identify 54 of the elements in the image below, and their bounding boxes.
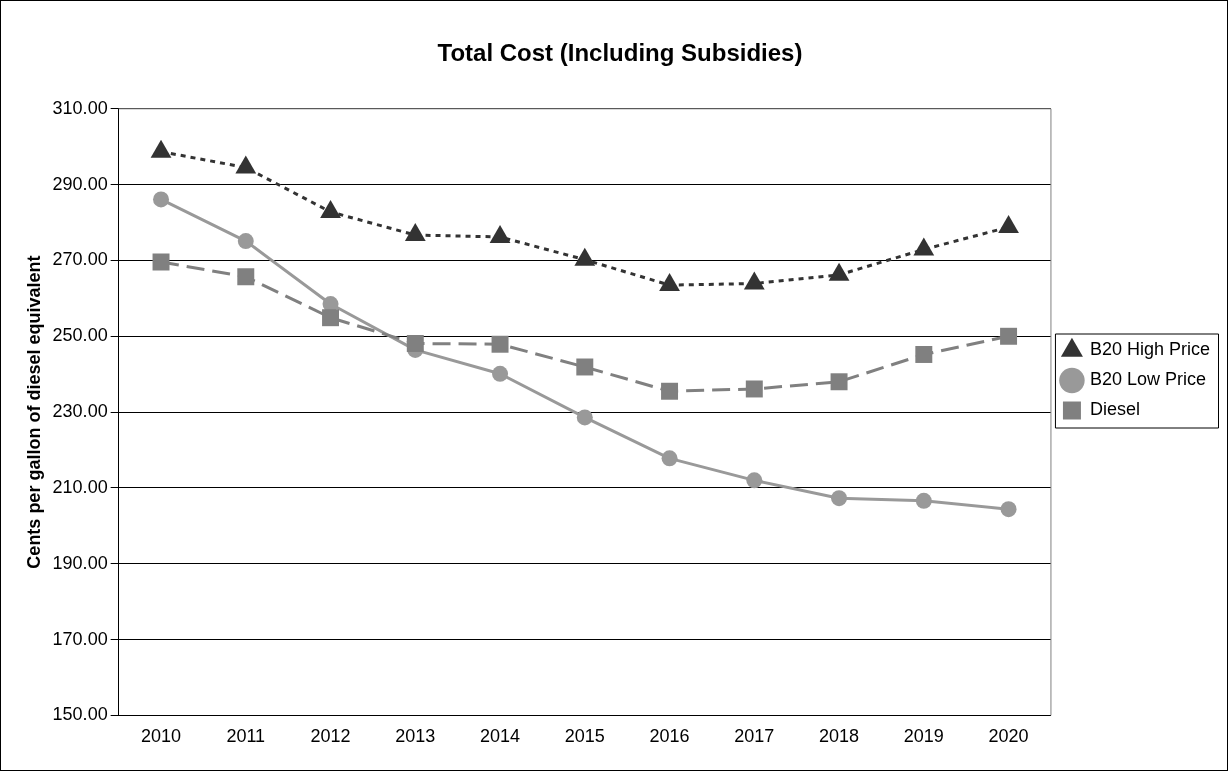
y-tick-label: 170.00 [52, 628, 108, 649]
point [1000, 327, 1018, 345]
point [659, 273, 680, 292]
point [913, 237, 935, 256]
point [237, 268, 255, 286]
legend-label: B20 High Price [1089, 339, 1210, 360]
x-tick-label: 2011 [226, 726, 266, 747]
x-tick-label: 2010 [141, 726, 182, 747]
point [574, 247, 596, 266]
y-tick-label: 290.00 [52, 173, 108, 194]
x-tick-label: 2015 [564, 726, 605, 747]
y-tick-label: 270.00 [52, 249, 108, 270]
point [576, 358, 594, 376]
legend-label: B20 Low Price [1089, 369, 1206, 390]
point [489, 224, 511, 243]
y-tick-label: 190.00 [52, 552, 108, 573]
point [576, 409, 593, 426]
point [491, 335, 509, 353]
y-tick-label: 310.00 [52, 97, 108, 118]
point [235, 155, 257, 174]
y-tick-label: 150.00 [52, 704, 108, 725]
y-tick-label: 210.00 [52, 476, 108, 497]
x-tick-label: 2014 [480, 726, 521, 747]
x-tick-label: 2016 [649, 726, 690, 747]
legend-label: Diesel [1089, 399, 1140, 420]
point [322, 309, 340, 327]
point [830, 373, 848, 391]
point [831, 490, 848, 507]
chart-title: Total Cost (Including Subsidies) [437, 39, 803, 67]
point [828, 262, 850, 281]
x-tick-label: 2020 [988, 726, 1029, 747]
point [150, 139, 172, 158]
point [492, 365, 509, 382]
point [745, 380, 763, 398]
y-axis-title: Cents per gallon of diesel equivalent [23, 255, 44, 569]
point [406, 334, 424, 352]
point [661, 382, 679, 400]
point [320, 199, 341, 218]
point [661, 450, 678, 467]
point [743, 271, 765, 290]
point [404, 223, 426, 242]
x-tick-label: 2013 [395, 726, 436, 747]
point [746, 472, 763, 489]
x-tick-label: 2018 [819, 726, 860, 747]
x-tick-label: 2017 [734, 726, 775, 747]
point [998, 215, 1019, 234]
point [915, 345, 933, 363]
y-tick-label: 250.00 [52, 325, 108, 346]
point [152, 253, 170, 271]
point [1000, 501, 1017, 518]
y-tick-label: 230.00 [52, 401, 108, 422]
x-tick-label: 2019 [903, 726, 944, 747]
x-tick-label: 2012 [310, 726, 351, 747]
point [915, 492, 932, 509]
